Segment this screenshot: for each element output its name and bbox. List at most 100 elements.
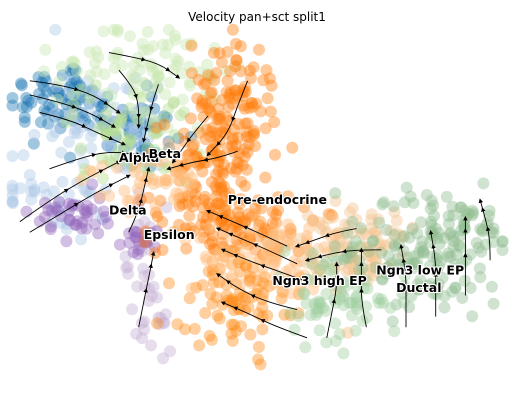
cell-point: [467, 207, 480, 220]
cell-point: [132, 218, 145, 231]
cell-point: [360, 311, 373, 324]
cell-point: [347, 260, 360, 273]
cell-point: [23, 169, 36, 181]
cell-point: [380, 224, 393, 236]
cell-point: [63, 213, 76, 226]
cell-point: [479, 238, 492, 251]
cell-point: [162, 137, 175, 150]
cell-point: [159, 173, 172, 186]
cell-point: [70, 75, 83, 88]
cell-point: [129, 231, 142, 244]
cell-point: [169, 33, 182, 46]
cell-point: [428, 209, 440, 222]
cell-point: [149, 206, 162, 219]
cell-point: [298, 288, 311, 301]
cell-point: [370, 229, 383, 242]
cell-point: [403, 231, 416, 244]
cell-point: [170, 187, 183, 200]
cell-point: [342, 219, 355, 232]
cell-point: [281, 234, 294, 247]
cell-point: [450, 248, 463, 261]
cell-point: [349, 267, 361, 280]
cell-point: [215, 178, 228, 191]
cell-point: [316, 274, 328, 287]
cell-point: [6, 183, 19, 196]
cell-point: [243, 102, 256, 114]
cell-point: [256, 323, 269, 336]
cell-point: [18, 115, 31, 128]
cell-point: [313, 297, 326, 310]
cell-point: [173, 218, 185, 231]
cell-point: [107, 23, 120, 36]
cell-point: [203, 104, 216, 117]
cell-point: [35, 116, 47, 129]
cell-point: [284, 222, 297, 235]
cell-point: [314, 296, 327, 309]
cell-point: [418, 246, 430, 259]
cell-point: [376, 272, 389, 285]
cell-point: [386, 315, 399, 328]
cell-point: [120, 82, 133, 95]
cell-point: [60, 217, 73, 230]
cell-point: [38, 104, 51, 117]
cell-point: [63, 87, 76, 100]
cell-point: [238, 86, 251, 99]
cell-point: [223, 208, 236, 221]
cell-point: [381, 261, 394, 274]
cell-point: [167, 226, 180, 239]
cell-point: [204, 238, 217, 251]
cell-point: [278, 245, 291, 257]
cell-point: [208, 74, 221, 87]
cell-point: [158, 317, 171, 330]
cell-point: [130, 231, 143, 244]
cell-point: [116, 59, 129, 72]
cell-point: [175, 169, 188, 182]
cell-point: [123, 236, 136, 249]
cell-point: [442, 210, 455, 223]
cell-point: [28, 128, 41, 141]
cell-point: [199, 250, 212, 263]
cell-point: [80, 205, 93, 218]
cell-point: [49, 201, 62, 214]
cell-point: [107, 51, 120, 64]
cell-point: [447, 235, 460, 247]
cell-point: [53, 196, 66, 209]
cell-point: [282, 218, 294, 231]
cell-point: [221, 46, 234, 58]
cell-point: [111, 46, 124, 59]
cell-point: [212, 102, 225, 115]
cell-point: [257, 237, 270, 250]
cell-point: [92, 51, 105, 64]
cell-point: [372, 213, 385, 226]
cell-point: [64, 90, 77, 103]
cell-point: [411, 256, 424, 269]
cell-point: [384, 224, 397, 237]
cell-point: [430, 280, 443, 293]
cell-point: [226, 292, 239, 305]
cell-point: [38, 211, 51, 224]
cell-point: [203, 221, 216, 234]
cell-point: [54, 122, 67, 135]
cell-point: [158, 118, 171, 131]
cell-point: [45, 205, 58, 218]
velocity-streamline: [206, 80, 249, 157]
cell-point: [48, 107, 61, 120]
cell-point: [49, 83, 62, 96]
cell-point: [351, 296, 363, 309]
cell-point: [248, 208, 261, 221]
cell-point: [233, 147, 246, 160]
cell-point: [306, 214, 319, 227]
cell-point: [217, 167, 230, 180]
cell-point: [68, 126, 81, 139]
cell-point: [111, 25, 124, 38]
cell-point: [243, 64, 256, 77]
cell-point: [348, 254, 361, 267]
cell-point: [202, 102, 215, 115]
cell-point: [263, 280, 275, 293]
cell-point: [376, 244, 389, 257]
cell-point: [269, 148, 281, 161]
cell-point: [110, 49, 123, 62]
cell-point: [206, 255, 219, 268]
cell-point: [343, 296, 356, 309]
cell-point: [46, 100, 59, 113]
